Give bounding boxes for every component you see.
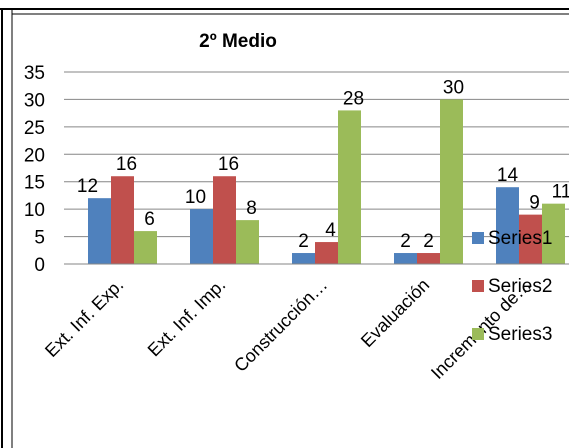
data-label: 2 — [400, 231, 411, 252]
legend-label: Series3 — [488, 324, 552, 345]
bar-series2-2 — [315, 242, 338, 264]
data-label: 4 — [325, 220, 336, 241]
data-label: 14 — [497, 165, 519, 186]
category-label: Evaluación — [357, 275, 433, 351]
bar-series2-3 — [417, 253, 440, 264]
data-label: 2 — [423, 231, 434, 252]
legend-label: Series2 — [488, 276, 552, 297]
y-tick-label: 25 — [24, 118, 45, 139]
legend-swatch-series3 — [472, 328, 484, 340]
data-label: 6 — [144, 209, 155, 230]
bar-series3-2 — [338, 110, 361, 265]
legend-label: Series1 — [488, 228, 552, 249]
y-tick-label: 20 — [24, 145, 45, 166]
bar-series3-0 — [134, 231, 157, 264]
category-label: Construcción… — [230, 275, 331, 376]
data-label: 12 — [77, 176, 98, 197]
data-label: 2 — [298, 231, 309, 252]
data-label: 9 — [529, 193, 540, 214]
data-label: 8 — [246, 198, 257, 219]
data-label: 16 — [218, 154, 239, 175]
data-label: 11 — [552, 182, 569, 203]
bar-series2-1 — [213, 176, 236, 264]
data-label: 28 — [343, 88, 364, 109]
category-label: Ext. Inf. Exp. — [41, 275, 127, 361]
legend-swatch-series1 — [472, 232, 484, 244]
y-axis-ticks: 0 5 10 15 20 25 30 35 — [24, 63, 45, 276]
chart-title: 2º Medio — [199, 31, 277, 52]
data-label: 30 — [443, 77, 464, 98]
category-labels: Ext. Inf. Exp. Ext. Inf. Imp. Construcción… — [41, 275, 535, 383]
bar-series2-4 — [519, 214, 542, 264]
y-tick-label: 10 — [24, 200, 45, 221]
category-label: Ext. Inf. Imp. — [144, 275, 230, 361]
y-tick-label: 35 — [24, 63, 45, 84]
bar-series1-2 — [292, 253, 315, 264]
legend-swatch-series2 — [472, 280, 484, 292]
bar-series1-3 — [394, 253, 417, 264]
y-tick-label: 0 — [34, 255, 45, 276]
bar-series2-0 — [111, 176, 134, 264]
data-label: 10 — [185, 187, 206, 208]
legend: Series1 Series2 Series3 — [472, 228, 552, 345]
bar-series3-4 — [542, 203, 565, 264]
data-label: 16 — [116, 154, 137, 175]
bar-series3-3 — [440, 99, 463, 264]
bar-series1-0 — [88, 198, 111, 264]
y-tick-label: 30 — [24, 90, 45, 111]
y-tick-label: 15 — [24, 173, 45, 194]
bar-series1-4 — [496, 187, 519, 264]
y-tick-label: 5 — [34, 228, 45, 249]
bar-series3-1 — [236, 220, 259, 264]
bars — [88, 99, 565, 265]
gridlines — [64, 71, 569, 238]
bar-series1-1 — [190, 209, 213, 264]
